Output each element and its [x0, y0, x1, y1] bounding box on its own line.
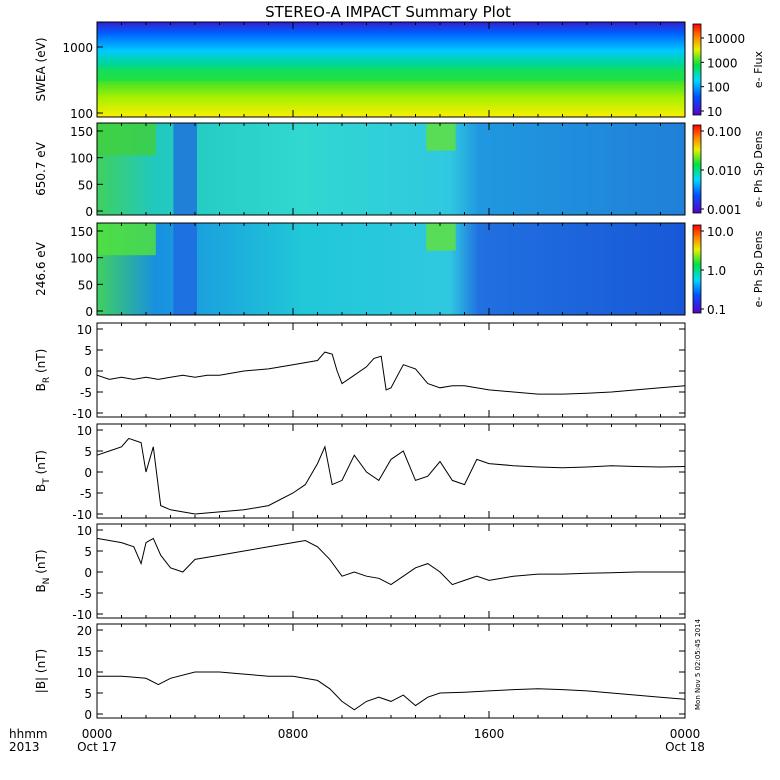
- y-tick-label: 10: [77, 524, 92, 538]
- line-panel: 10 5 0 -5 -10 BN (nT): [34, 523, 686, 622]
- y-axis-label: BT (nT): [34, 450, 52, 492]
- colorbar-tick-label: 10: [707, 105, 722, 119]
- colorbar-tick-label: 1000: [707, 56, 738, 70]
- spectrogram-patch: [173, 123, 197, 215]
- spectrogram-patch: [426, 223, 456, 251]
- x-tick-label: 0000: [670, 727, 701, 741]
- plot-title: STEREO-A IMPACT Summary Plot: [265, 3, 511, 21]
- spectrogram-panel: 150 100 50 0 650.7 eV 0.100 0.010 0.001 e- Ph Sp…: [34, 122, 765, 219]
- y-axis-label-main: B: [34, 584, 48, 592]
- y-tick-label: 100: [70, 152, 93, 166]
- y-tick-label: 50: [78, 278, 93, 292]
- y-tick-label: 5: [84, 344, 92, 358]
- y-axis-label: |B| (nT): [34, 649, 48, 693]
- y-tick-label: 5: [84, 545, 92, 559]
- y-tick-label: -10: [72, 508, 92, 522]
- y-tick-label: 5: [84, 687, 92, 701]
- spectrogram-patch: [173, 223, 197, 315]
- series-line: [96, 437, 686, 515]
- y-axis-label-subscript: R: [42, 377, 52, 383]
- spectrogram-patch: [426, 123, 456, 151]
- y-tick-label: 150: [70, 225, 93, 239]
- y-axis-label-subscript: T: [42, 478, 52, 485]
- colorbar: [692, 23, 702, 116]
- colorbar-tick-label: 0.010: [707, 164, 741, 178]
- y-tick-label: 0: [84, 365, 92, 379]
- y-axis-label-main: B: [34, 484, 48, 492]
- series-line: [97, 671, 686, 711]
- y-axis-label: BR (nT): [34, 349, 52, 392]
- colorbar-label: e- Ph Sp Dens: [752, 230, 765, 307]
- y-tick-label: 10: [77, 323, 92, 337]
- colorbar-tick-label: 100: [707, 81, 730, 95]
- y-tick-label: 0: [84, 708, 92, 722]
- colorbar-tick-label: 10000: [707, 32, 745, 46]
- y-axis-label: 246.6 eV: [34, 241, 48, 296]
- series-line: [96, 537, 685, 586]
- y-axis-label: SWEA (eV): [34, 37, 48, 101]
- y-tick-label: 1000: [62, 41, 93, 55]
- y-tick-label: 10: [77, 666, 92, 680]
- line-panel: 10 5 0 -5 -10 BT (nT): [34, 423, 686, 522]
- y-axis-label: BN (nT): [34, 549, 52, 592]
- timestamp: Mon Nov 5 02:05:45 2014: [694, 618, 702, 710]
- x-date-label: Oct 17: [77, 740, 117, 754]
- line-panel: 10 5 0 -5 -10 BR (nT): [34, 322, 686, 421]
- series-line: [96, 351, 686, 395]
- y-axis-label-subscript: N: [42, 578, 52, 585]
- y-axis-label-unit: (nT): [34, 549, 48, 577]
- panel-frame: [96, 322, 686, 418]
- x-tick-label: 0800: [278, 727, 309, 741]
- spectrogram-patch: [97, 223, 156, 256]
- y-tick-label: 5: [84, 445, 92, 459]
- y-tick-label: 0: [84, 566, 92, 580]
- colorbar-tick-label: 10.0: [707, 225, 734, 239]
- colorbar-tick-label: 0.001: [707, 203, 741, 217]
- y-tick-label: -10: [72, 407, 92, 421]
- y-axis-label-main: B: [34, 383, 48, 391]
- y-tick-label: -5: [80, 386, 92, 400]
- y-axis-label-unit: (nT): [34, 349, 48, 377]
- y-tick-label: 50: [78, 178, 93, 192]
- spectrogram-panel: 1000 100 SWEA (eV) 10000 1000 100 10 e- Flux: [34, 21, 765, 121]
- y-tick-label: 100: [70, 252, 93, 266]
- y-tick-label: 0: [85, 305, 93, 319]
- panel-frame: [96, 623, 686, 719]
- y-tick-label: 15: [77, 645, 92, 659]
- y-tick-label: 10: [77, 424, 92, 438]
- panel-frame: [96, 523, 686, 619]
- colorbar-label: e- Ph Sp Dens: [752, 130, 765, 207]
- y-tick-label: -5: [80, 487, 92, 501]
- y-tick-label: 0: [85, 205, 93, 219]
- colorbar: [692, 224, 702, 314]
- y-tick-label: 150: [70, 125, 93, 139]
- x-date-label: Oct 18: [665, 740, 705, 754]
- colorbar-tick-label: 0.1: [707, 303, 726, 317]
- x-row-label-time: hhmm: [9, 727, 48, 741]
- colorbar: [692, 124, 702, 214]
- colorbar-label: e- Flux: [752, 50, 765, 88]
- spectrogram-band: [97, 69, 685, 81]
- line-panel: 20 15 10 5 0 |B| (nT): [34, 623, 686, 722]
- panel-frame: [96, 423, 686, 519]
- colorbar-tick-label: 1.0: [707, 264, 726, 278]
- spectrogram-patch: [97, 123, 156, 156]
- spectrogram-panel: 150 100 50 0 246.6 eV 10.0 1.0 0.1 e- Ph Sp Dens: [34, 222, 765, 319]
- colorbar-tick-label: 0.100: [707, 125, 741, 139]
- y-tick-label: 0: [84, 466, 92, 480]
- y-tick-label: 20: [77, 624, 92, 638]
- y-axis-label-unit: (nT): [34, 450, 48, 478]
- x-row-label-year: 2013: [9, 740, 40, 754]
- x-tick-label: 1600: [474, 727, 505, 741]
- y-tick-label: 100: [70, 107, 93, 121]
- x-tick-label: 0000: [82, 727, 113, 741]
- y-axis-label: 650.7 eV: [34, 141, 48, 196]
- y-tick-label: -10: [72, 608, 92, 622]
- y-tick-label: -5: [80, 587, 92, 601]
